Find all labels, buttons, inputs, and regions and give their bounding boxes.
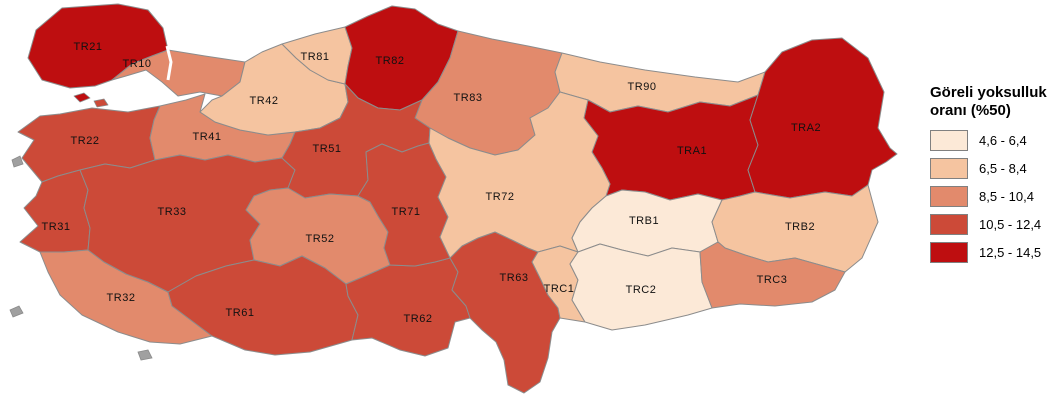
region-label-tr62: TR62 [404,313,433,325]
region-label-tr61: TR61 [226,307,255,319]
legend-label-5: 12,5 - 14,5 [979,245,1042,260]
legend-label-1: 4,6 - 6,4 [979,133,1027,148]
legend-label-4: 10,5 - 12,4 [979,217,1042,232]
region-label-tr52: TR52 [306,233,335,245]
region-label-tr41: TR41 [193,131,222,143]
region-label-tr71: TR71 [392,206,421,218]
aegean-island [9,305,24,318]
region-label-tr31: TR31 [42,221,71,233]
region-label-tra2: TRA2 [791,122,821,134]
region-label-tr22: TR22 [71,135,100,147]
region-label-tr63: TR63 [500,272,529,284]
legend-title: Göreli yoksulluk oranı (%50) [930,84,1047,119]
legend-row: 6,5 - 8,4 [930,158,1055,179]
region-label-tr42: TR42 [250,95,279,107]
legend-swatch-3 [930,186,968,207]
region-label-trb2: TRB2 [785,221,815,233]
legend-row: 12,5 - 14,5 [930,242,1055,263]
region-label-tr10: TR10 [123,58,152,70]
region-label-trc2: TRC2 [626,284,657,296]
region-label-tra1: TRA1 [677,145,707,157]
marmara-island [93,98,109,108]
region-label-tr32: TR32 [107,292,136,304]
region-label-tr81: TR81 [301,51,330,63]
legend-row: 8,5 - 10,4 [930,186,1055,207]
region-label-tr83: TR83 [454,92,483,104]
legend-label-2: 6,5 - 8,4 [979,161,1027,176]
region-label-tr21: TR21 [74,41,103,53]
sea-features [9,45,173,361]
region-label-tr82: TR82 [376,55,405,67]
region-label-trc1: TRC1 [544,283,575,295]
bosphorus-strait [165,45,173,81]
legend-swatch-2 [930,158,968,179]
region-label-trb1: TRB1 [629,215,659,227]
region-label-tr90: TR90 [628,81,657,93]
region-label-trc3: TRC3 [757,274,788,286]
region-tr31 [19,169,91,253]
legend: Göreli yoksulluk oranı (%50) 4,6 - 6,4 6… [930,84,1055,270]
region-labels: TR21 TR10 TR22 TR41 TR42 TR81 TR82 TR83 … [42,41,821,325]
aegean-island [11,155,24,168]
legend-row: 4,6 - 6,4 [930,130,1055,151]
marmara-island [73,92,91,103]
region-tra2 [747,37,898,199]
region-trc3 [699,241,846,309]
region-label-tr72: TR72 [486,191,515,203]
legend-row: 10,5 - 12,4 [930,214,1055,235]
region-trc2 [569,243,713,331]
region-label-tr51: TR51 [313,143,342,155]
legend-label-3: 8,5 - 10,4 [979,189,1034,204]
legend-swatch-4 [930,214,968,235]
region-label-tr33: TR33 [158,206,187,218]
legend-swatch-5 [930,242,968,263]
aegean-island [137,349,153,361]
regions [17,3,898,394]
legend-swatch-1 [930,130,968,151]
